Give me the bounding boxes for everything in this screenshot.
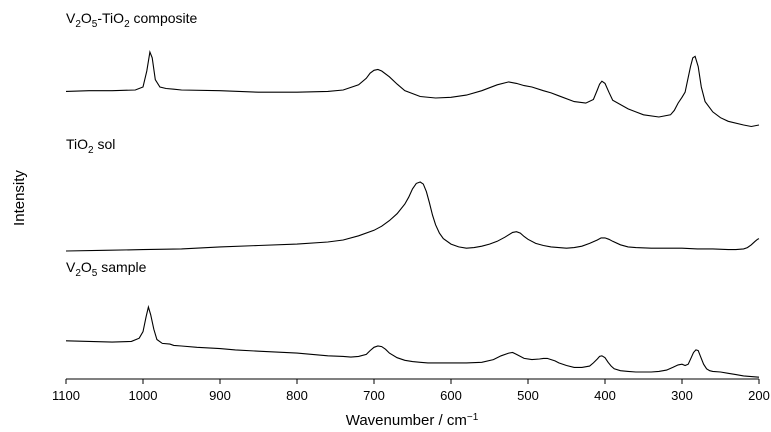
y-axis-title: Intensity bbox=[11, 170, 28, 226]
label-text: TiO bbox=[66, 136, 88, 152]
label-subscript: 2 bbox=[88, 145, 94, 156]
x-tick-label: 400 bbox=[594, 388, 616, 403]
plot-area bbox=[65, 49, 760, 378]
x-tick-label: 1000 bbox=[129, 388, 158, 403]
x-tick-label: 700 bbox=[363, 388, 385, 403]
spectrum-line-1 bbox=[65, 49, 760, 128]
label-text: sol bbox=[94, 136, 116, 152]
series-label-2: TiO2 sol bbox=[66, 136, 115, 156]
label-text: composite bbox=[130, 10, 198, 26]
x-tick-label: 900 bbox=[209, 388, 231, 403]
x-axis-ticks: 1100 1000 900 800 700 600 500 400 300 200 bbox=[52, 379, 770, 403]
label-subscript: 5 bbox=[92, 268, 98, 279]
x-tick-label: 800 bbox=[286, 388, 308, 403]
x-tick-label: 1100 bbox=[52, 388, 80, 403]
label-text: V bbox=[66, 259, 76, 275]
series-label-3: V2O5 sample bbox=[66, 259, 147, 279]
x-tick-label: 600 bbox=[440, 388, 462, 403]
label-text: -TiO bbox=[97, 10, 124, 26]
label-subscript: 2 bbox=[75, 19, 81, 30]
label-text: O bbox=[81, 10, 92, 26]
label-text: sample bbox=[97, 259, 146, 275]
label-subscript: 5 bbox=[92, 19, 98, 30]
label-subscript: 2 bbox=[124, 19, 130, 30]
x-axis-title-superscript: −1 bbox=[467, 412, 479, 423]
x-tick-label: 500 bbox=[517, 388, 539, 403]
label-text: V bbox=[66, 10, 76, 26]
series-label-1: V2O5-TiO2 composite bbox=[66, 10, 198, 30]
label-text: O bbox=[81, 259, 92, 275]
x-axis-title-text: Wavenumber / cm bbox=[346, 412, 467, 429]
x-tick-label: 200 bbox=[748, 388, 770, 403]
spectrum-line-3 bbox=[65, 304, 760, 378]
label-subscript: 2 bbox=[75, 268, 81, 279]
x-tick-label: 300 bbox=[671, 388, 693, 403]
spectrum-line-2 bbox=[65, 181, 760, 252]
x-axis-title: Wavenumber / cm−1 bbox=[346, 412, 479, 430]
